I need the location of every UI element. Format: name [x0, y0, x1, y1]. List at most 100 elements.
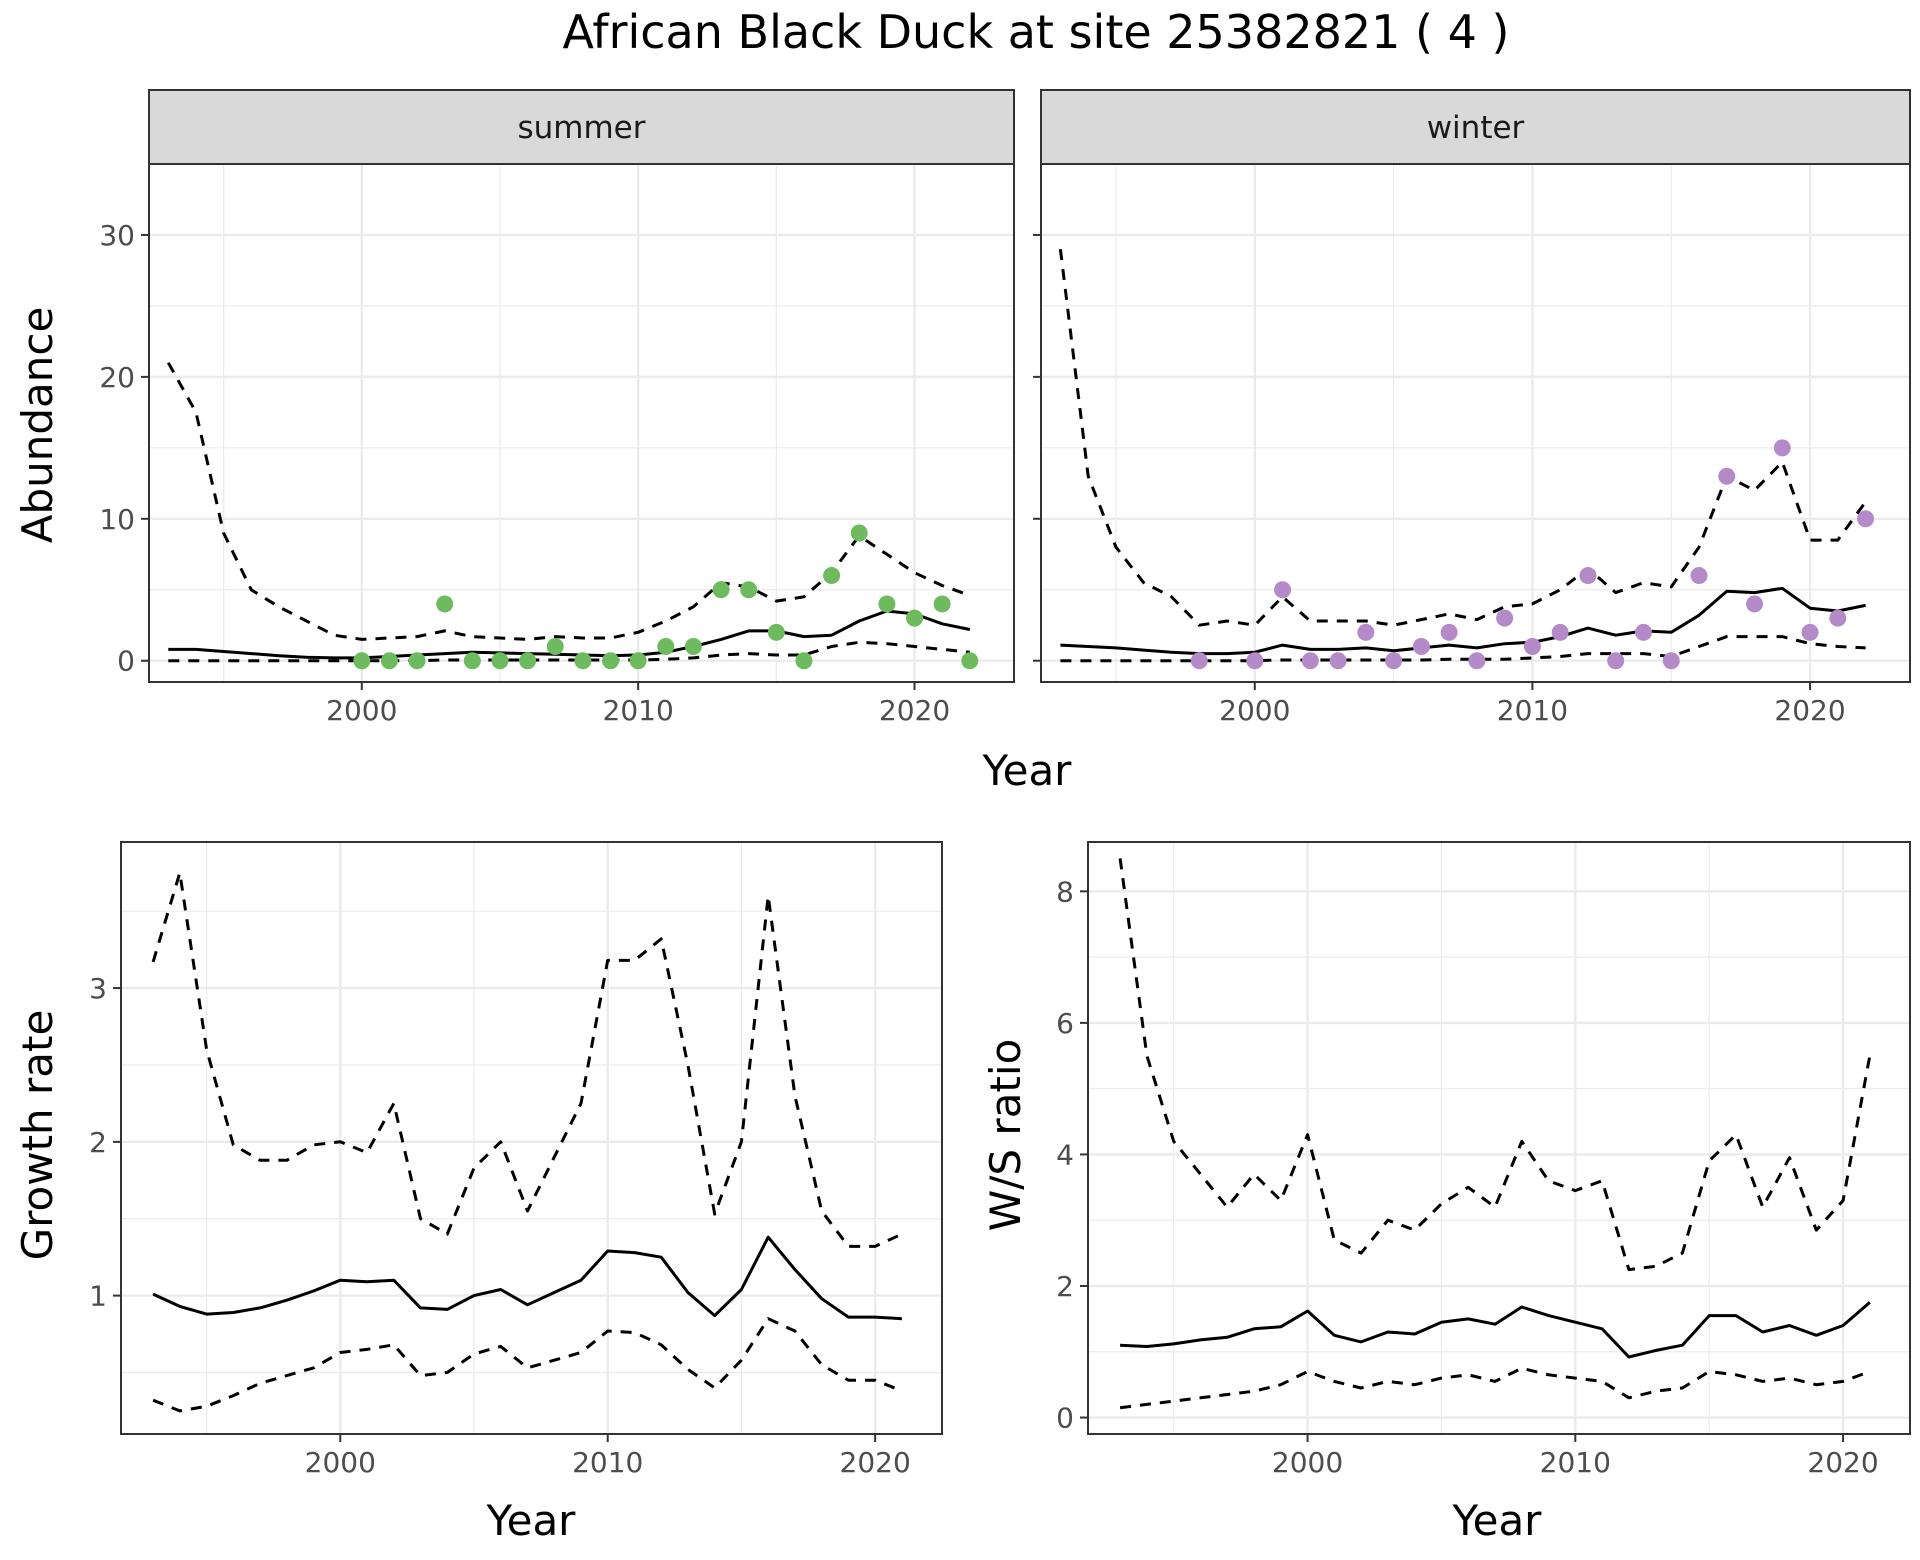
y-tick-label: 3 [89, 972, 107, 1005]
observed-point-summer [519, 652, 537, 670]
estimate-line-winter [1060, 586, 1866, 656]
x-tick-label: 2000 [305, 1446, 376, 1479]
x-tick-label: 2000 [326, 694, 397, 727]
observed-point-winter [1412, 638, 1430, 656]
observed-point-winter [1301, 652, 1319, 670]
x-tick-label: 2020 [1774, 694, 1845, 727]
x-tick-label: 2010 [603, 694, 674, 727]
plot-area-ws [1088, 842, 1910, 1434]
x-tick-label: 2000 [1272, 1446, 1343, 1479]
observed-point-winter [1385, 652, 1403, 670]
y-tick-label: 8 [1056, 875, 1074, 908]
observed-point-winter [1190, 652, 1208, 670]
panel-border-ws [1087, 841, 1911, 1435]
observed-point-winter [1607, 652, 1625, 670]
observed-point-summer [933, 595, 951, 613]
plot-area-summer [149, 164, 1014, 682]
observed-point-summer [463, 652, 481, 670]
observed-point-winter [1579, 567, 1597, 585]
x-tick-label: 2010 [1540, 1446, 1611, 1479]
chart-title: African Black Duck at site 25382821 ( 4 … [563, 5, 1510, 59]
observed-point-winter [1551, 623, 1569, 641]
estimate-line-growth [152, 1235, 902, 1321]
lower-line-ws [1119, 1366, 1871, 1410]
y-tick-label: 0 [1056, 1402, 1074, 1435]
x-tick-label: 2000 [1219, 694, 1290, 727]
y-tick-label: 30 [99, 219, 135, 252]
strip-summer [148, 89, 1015, 165]
y-tick-label: 1 [89, 1280, 107, 1313]
observed-point-summer [767, 623, 785, 641]
observed-point-summer [491, 652, 509, 670]
observed-point-summer [380, 652, 398, 670]
panel-border-summer [148, 163, 1015, 683]
strip-label-summer: summer [517, 110, 645, 146]
observed-point-summer [353, 652, 371, 670]
observed-point-summer [906, 609, 924, 627]
panel-winter: winter 2000 2010 2020 [1033, 89, 1911, 727]
observed-point-winter [1718, 467, 1736, 485]
observed-point-summer [740, 581, 758, 599]
observed-point-summer [712, 581, 730, 599]
y-axis-title-growth-rate: Growth rate [13, 1010, 62, 1261]
upper-line-summer [166, 361, 971, 641]
observed-point-summer [850, 524, 868, 542]
x-axis-title-ws-ratio: Year [1452, 1496, 1543, 1545]
observed-point-winter [1357, 623, 1375, 641]
observed-point-winter [1274, 581, 1292, 599]
strip-winter [1040, 89, 1911, 165]
observed-point-winter [1468, 652, 1486, 670]
observed-point-winter [1662, 652, 1680, 670]
x-tick-label: 2020 [1807, 1446, 1878, 1479]
plot-area-growth [121, 842, 942, 1434]
observed-point-summer [795, 652, 813, 670]
observed-point-winter [1773, 439, 1791, 457]
observed-point-winter [1857, 510, 1875, 528]
upper-line-ws [1118, 858, 1872, 1272]
y-tick-label: 6 [1056, 1007, 1074, 1040]
y-tick-label: 0 [117, 645, 135, 678]
panel-border-winter [1040, 163, 1911, 683]
observed-point-summer [574, 652, 592, 670]
x-axis-title-growth-rate: Year [486, 1496, 577, 1545]
x-tick-label: 2010 [1497, 694, 1568, 727]
y-tick-label: 4 [1056, 1138, 1074, 1171]
x-tick-label: 2010 [572, 1446, 643, 1479]
observed-point-winter [1246, 652, 1264, 670]
observed-point-summer [878, 595, 896, 613]
upper-line-growth [151, 871, 903, 1248]
observed-point-summer [436, 595, 454, 613]
lower-line-winter [1060, 635, 1866, 663]
observed-point-summer [629, 652, 647, 670]
panel-growth-rate: 2000 2010 2020 1 2 3 [89, 841, 943, 1479]
panel-summer: summer 2000 2010 2020 0 10 20 30 [99, 89, 1015, 727]
observed-point-summer [408, 652, 426, 670]
observed-point-summer [823, 567, 841, 585]
observed-point-summer [684, 638, 702, 656]
observed-point-summer [961, 652, 979, 670]
panel-ws-ratio: 2000 2010 2020 0 2 4 6 8 [1056, 841, 1911, 1479]
y-tick-label: 2 [1056, 1270, 1074, 1303]
observed-point-winter [1829, 609, 1847, 627]
panel-border-growth [120, 841, 943, 1435]
y-axis-title-abundance: Abundance [13, 307, 62, 544]
observed-point-summer [602, 652, 620, 670]
lower-line-growth [152, 1317, 903, 1413]
observed-point-winter [1496, 609, 1514, 627]
x-axis-title-top: Year [982, 746, 1073, 795]
lower-line-summer [168, 640, 970, 663]
observed-point-winter [1329, 652, 1347, 670]
x-tick-label: 2020 [879, 694, 950, 727]
observed-point-winter [1746, 595, 1764, 613]
y-tick-label: 20 [99, 361, 135, 394]
observed-point-winter [1440, 623, 1458, 641]
plot-area-winter [1041, 164, 1910, 682]
x-tick-label: 2020 [840, 1446, 911, 1479]
y-tick-label: 2 [89, 1126, 107, 1159]
y-tick-label: 10 [99, 503, 135, 536]
observed-point-winter [1690, 567, 1708, 585]
estimate-line-ws [1120, 1301, 1871, 1359]
observed-point-winter [1801, 623, 1819, 641]
